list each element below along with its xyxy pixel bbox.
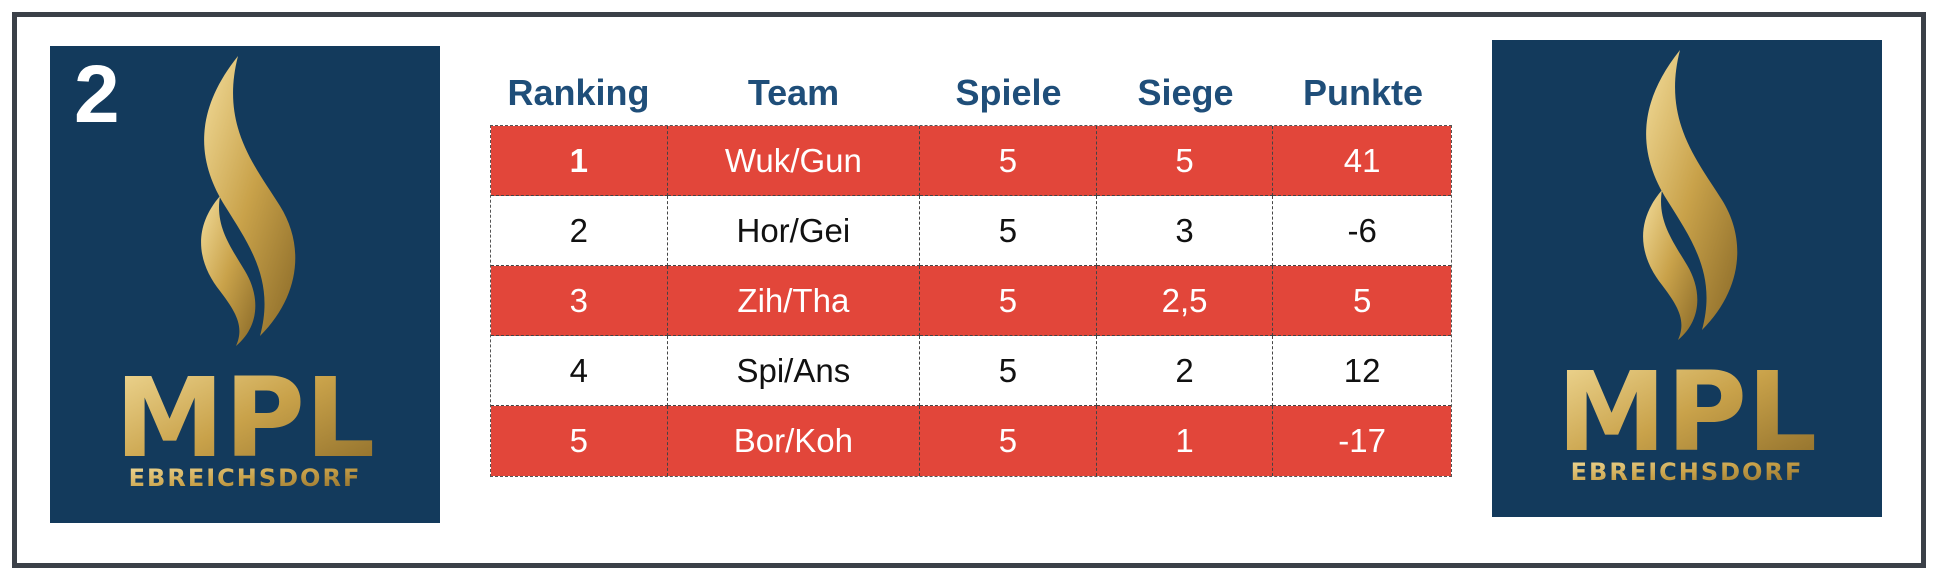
header-ranking: Ranking — [507, 71, 650, 113]
table-header: Ranking Team Spiele Siege Punkte — [490, 60, 1452, 125]
cell-team: Hor/Gei — [667, 196, 921, 266]
cell-ranking: 2 — [491, 196, 668, 266]
logo-wordmark: MPL — [1557, 348, 1817, 476]
header-siege: Siege — [1137, 71, 1234, 113]
cell-siege: 2,5 — [1096, 266, 1274, 336]
table-row: 1 Wuk/Gun 5 5 41 — [491, 126, 1451, 196]
cell-ranking: 5 — [491, 406, 668, 476]
cell-spiele: 5 — [920, 126, 1097, 196]
logo-subtitle: EBREICHSDORF — [1571, 458, 1804, 486]
table-row: 4 Spi/Ans 5 2 12 — [491, 336, 1451, 406]
cell-siege: 3 — [1096, 196, 1274, 266]
cell-team: Spi/Ans — [667, 336, 921, 406]
cell-spiele: 5 — [920, 336, 1097, 406]
cell-team: Zih/Tha — [667, 266, 921, 336]
cell-ranking: 4 — [491, 336, 668, 406]
cell-team: Wuk/Gun — [667, 126, 921, 196]
cell-punkte: 41 — [1273, 126, 1451, 196]
table-row: 3 Zih/Tha 5 2,5 5 — [491, 266, 1451, 336]
page-badge: 2 — [74, 49, 120, 140]
cell-spiele: 5 — [920, 196, 1097, 266]
cell-siege: 5 — [1096, 126, 1274, 196]
logo-subtitle: EBREICHSDORF — [129, 464, 362, 492]
cell-team: Bor/Koh — [668, 406, 921, 476]
header-spiele: Spiele — [955, 71, 1062, 113]
cell-spiele: 5 — [920, 406, 1097, 476]
cell-ranking: 1 — [491, 126, 668, 196]
cell-punkte: 12 — [1273, 336, 1451, 406]
cell-spiele: 5 — [920, 266, 1097, 336]
cell-punkte: 5 — [1273, 266, 1451, 336]
cell-siege: 1 — [1097, 406, 1274, 476]
mpl-logo-left: MPL EBREICHSDORF 2 — [50, 46, 440, 523]
logo-wordmark: MPL — [115, 354, 375, 482]
table-body: 1 Wuk/Gun 5 5 41 2 Hor/Gei 5 3 -6 3 Zih/… — [490, 125, 1452, 477]
table-row: 2 Hor/Gei 5 3 -6 — [491, 196, 1451, 266]
cell-siege: 2 — [1096, 336, 1274, 406]
cell-ranking: 3 — [491, 266, 668, 336]
header-team: Team — [747, 71, 840, 113]
header-punkte: Punkte — [1302, 71, 1424, 113]
flame-logo-icon: MPL EBREICHSDORF — [1557, 50, 1817, 486]
cell-punkte: -17 — [1338, 422, 1386, 459]
flame-logo-icon: MPL EBREICHSDORF — [115, 56, 375, 492]
mpl-logo-right: MPL EBREICHSDORF — [1492, 40, 1882, 517]
cell-punkte: -6 — [1273, 196, 1451, 266]
standings-table: Ranking Team Spiele Siege Punkte 1 Wuk/G… — [490, 60, 1452, 477]
table-row: 5 Bor/Koh 5 1 -17 — [491, 406, 1451, 476]
